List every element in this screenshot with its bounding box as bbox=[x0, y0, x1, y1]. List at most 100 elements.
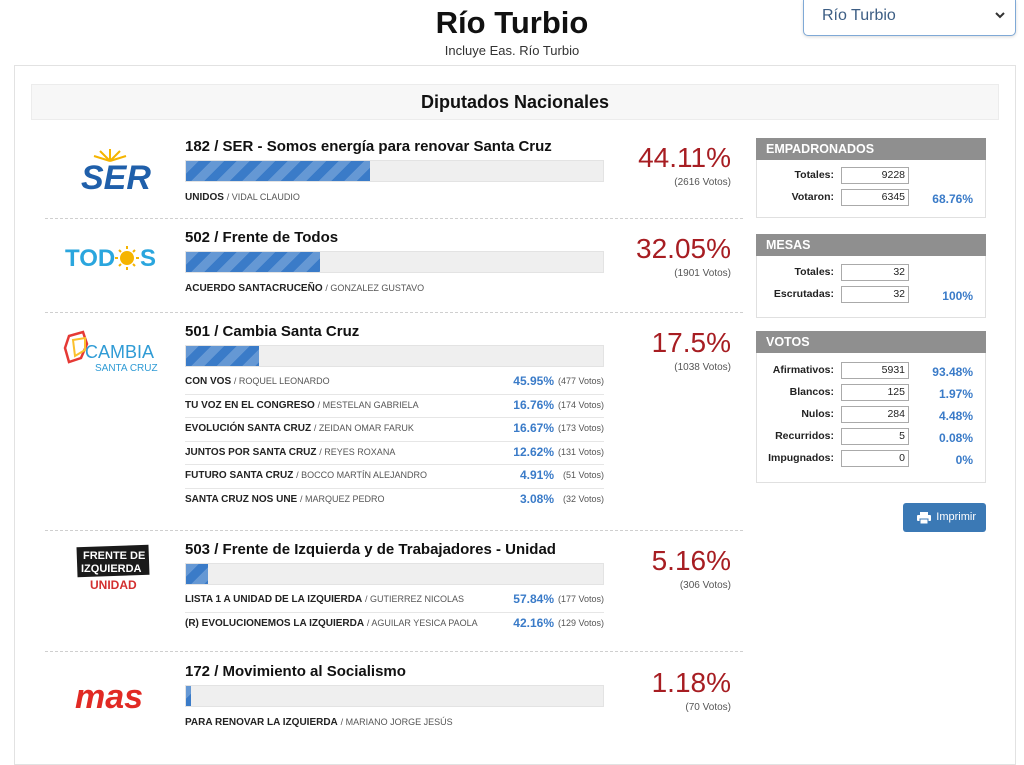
cambia-logo: CAMBIA SANTA CRUZ bbox=[55, 328, 165, 378]
stat-value: 5 bbox=[841, 428, 909, 445]
list-item: EVOLUCIÓN SANTA CRUZ / ZEIDAN OMAR FARUK… bbox=[185, 418, 604, 442]
stat-value: 284 bbox=[841, 406, 909, 423]
location-select[interactable]: Río Turbio bbox=[803, 0, 1016, 36]
list-percent: 45.95% bbox=[513, 374, 554, 388]
list-container: ACUERDO SANTACRUCEÑO / GONZALEZ GUSTAVO bbox=[185, 278, 604, 302]
list-percent: 16.67% bbox=[513, 421, 554, 435]
list-candidate: / ROQUEL LEONARDO bbox=[233, 376, 330, 386]
list-item: JUNTOS POR SANTA CRUZ / REYES ROXANA 12.6… bbox=[185, 442, 604, 465]
mas-logo: mas bbox=[55, 670, 165, 720]
mesas-body: Totales: 32 Escrutadas: 32 100% bbox=[756, 256, 986, 318]
party-row: FRENTE DE IZQUIERDA UNIDAD 503 / Frente … bbox=[45, 532, 743, 652]
stat-value: 32 bbox=[841, 286, 909, 303]
list-candidate: / VIDAL CLAUDIO bbox=[226, 192, 300, 202]
svg-text:S: S bbox=[140, 245, 156, 272]
todos-logo: TOD S bbox=[55, 234, 165, 284]
progress-fill bbox=[186, 161, 370, 181]
party-name: 501 / Cambia Santa Cruz bbox=[185, 323, 360, 340]
list-candidate: / MARIANO JORGE JESÚS bbox=[340, 717, 453, 727]
candidate-name: MESTELAN GABRIELA bbox=[322, 399, 419, 410]
list-container: CON VOS / ROQUEL LEONARDO 45.95% (477 Voto… bbox=[185, 371, 604, 512]
svg-text:FRENTE DE: FRENTE DE bbox=[83, 550, 145, 562]
party-row: SER 182 / SER - Somos energía para renov… bbox=[45, 129, 743, 219]
list-item: LISTA 1 A UNIDAD DE LA IZQUIERDA / GUTIE… bbox=[185, 589, 604, 613]
stat-row: Totales: 32 bbox=[757, 262, 985, 284]
list-percent: 57.84% bbox=[513, 592, 554, 606]
party-percent: 32.05% bbox=[636, 233, 731, 264]
list-percent: 42.16% bbox=[513, 615, 554, 630]
svg-text:TOD: TOD bbox=[65, 245, 115, 272]
candidate-name: MARIANO JORGE JESÚS bbox=[345, 717, 453, 727]
progress-bar bbox=[185, 563, 604, 585]
stat-label: Impugnados: bbox=[768, 452, 834, 464]
list-name: EVOLUCIÓN SANTA CRUZ bbox=[185, 423, 312, 434]
progress-bar bbox=[185, 685, 604, 707]
stat-value: 9228 bbox=[841, 167, 909, 184]
party-percent: 5.16% bbox=[651, 545, 731, 576]
progress-bar bbox=[185, 160, 604, 182]
stat-row: Afirmativos: 5931 93.48% bbox=[757, 360, 985, 382]
list-item: UNIDOS / VIDAL CLAUDIO bbox=[185, 187, 604, 211]
stat-value: 32 bbox=[841, 264, 909, 281]
svg-text:IZQUIERDA: IZQUIERDA bbox=[81, 563, 142, 575]
list-name: JUNTOS POR SANTA CRUZ bbox=[185, 446, 317, 458]
page-header: Río Turbio Incluye Eas. Río Turbio bbox=[0, 4, 1024, 58]
stat-label: Afirmativos: bbox=[772, 364, 834, 376]
party-votes: (2616 Votos) bbox=[674, 177, 731, 188]
page-title: Río Turbio bbox=[435, 5, 589, 40]
list-container: PARA RENOVAR LA IZQUIERDA / MARIANO JORG… bbox=[185, 712, 604, 736]
stat-percent: 1.97% bbox=[938, 387, 973, 401]
party-row: TOD S 502 / Frente de Todos ACUERDO SANT… bbox=[45, 220, 743, 313]
party-row: mas 172 / Movimiento al Socialismo PARA … bbox=[45, 654, 743, 754]
list-name: LISTA 1 A UNIDAD DE LA IZQUIERDA bbox=[185, 594, 363, 605]
stat-value: 125 bbox=[841, 384, 909, 401]
list-percent: 12.62% bbox=[513, 444, 554, 459]
candidate-name: ZEIDAN OMAR FARUK bbox=[318, 423, 414, 433]
list-item: FUTURO SANTA CRUZ / BOCCO MARTÍN ALEJAND… bbox=[185, 465, 604, 489]
location-select-value: Río Turbio bbox=[822, 7, 896, 24]
progress-bar bbox=[185, 345, 604, 367]
list-votes: (177 Votos) bbox=[557, 594, 604, 604]
progress-fill bbox=[186, 564, 208, 584]
votos-box: VOTOS Afirmativos: 5931 93.48% Blancos: 125… bbox=[756, 331, 986, 483]
party-name: 172 / Movimiento al Socialismo bbox=[185, 663, 406, 680]
party-name: 182 / SER - Somos energía para renovar S… bbox=[185, 138, 552, 155]
ser-logo: SER bbox=[55, 143, 165, 197]
mesas-title: MESAS bbox=[756, 234, 986, 256]
empadronados-title: EMPADRONADOS bbox=[756, 138, 986, 160]
stat-label: Totales: bbox=[794, 266, 834, 278]
list-item: (R) EVOLUCIONEMOS LA IZQUIERDA / AGUILAR… bbox=[185, 613, 604, 637]
stat-row: Votaron: 6345 68.76% bbox=[757, 187, 985, 209]
list-percent: 3.08% bbox=[519, 491, 554, 506]
list-votes: (129 Votos) bbox=[557, 617, 604, 628]
section-title: Diputados Nacionales bbox=[31, 84, 999, 120]
results-panel: Diputados Nacionales SER 182 / SER - Som… bbox=[14, 65, 1016, 765]
stat-percent: 0% bbox=[955, 453, 973, 467]
list-candidate: / BOCCO MARTÍN ALEJANDRO bbox=[296, 470, 427, 480]
list-item: ACUERDO SANTACRUCEÑO / GONZALEZ GUSTAVO bbox=[185, 278, 604, 302]
list-container: LISTA 1 A UNIDAD DE LA IZQUIERDA / GUTIE… bbox=[185, 589, 604, 636]
list-item: PARA RENOVAR LA IZQUIERDA / MARIANO JORG… bbox=[185, 712, 604, 736]
stat-label: Escrutadas: bbox=[773, 288, 834, 300]
stat-value: 5931 bbox=[841, 362, 909, 379]
list-candidate: / REYES ROXANA bbox=[319, 446, 396, 457]
list-votes: (174 Votos) bbox=[557, 399, 604, 410]
stat-row: Blancos: 125 1.97% bbox=[757, 382, 985, 404]
candidate-name: REYES ROXANA bbox=[324, 446, 396, 457]
logo-text: mas bbox=[75, 678, 143, 716]
list-name: CON VOS bbox=[185, 376, 232, 387]
candidate-name: MARQUEZ PEDRO bbox=[305, 493, 385, 504]
list-name: (R) EVOLUCIONEMOS LA IZQUIERDA bbox=[185, 617, 365, 629]
list-votes: (477 Votos) bbox=[557, 376, 604, 386]
progress-fill bbox=[186, 346, 259, 366]
stat-row: Recurridos: 5 0.08% bbox=[757, 426, 985, 448]
stat-percent: 4.48% bbox=[938, 409, 973, 423]
stat-label: Totales: bbox=[794, 169, 834, 181]
logo-text: CAMBIA bbox=[85, 342, 154, 362]
party-percent: 17.5% bbox=[651, 327, 731, 358]
print-button[interactable]: Imprimir bbox=[903, 503, 986, 532]
list-candidate: / GUTIERREZ NICOLAS bbox=[365, 594, 465, 604]
list-item: TU VOZ EN EL CONGRESO / MESTELAN GABRIEL… bbox=[185, 395, 604, 418]
stat-row: Nulos: 284 4.48% bbox=[757, 404, 985, 426]
list-candidate: / ZEIDAN OMAR FARUK bbox=[313, 423, 414, 433]
